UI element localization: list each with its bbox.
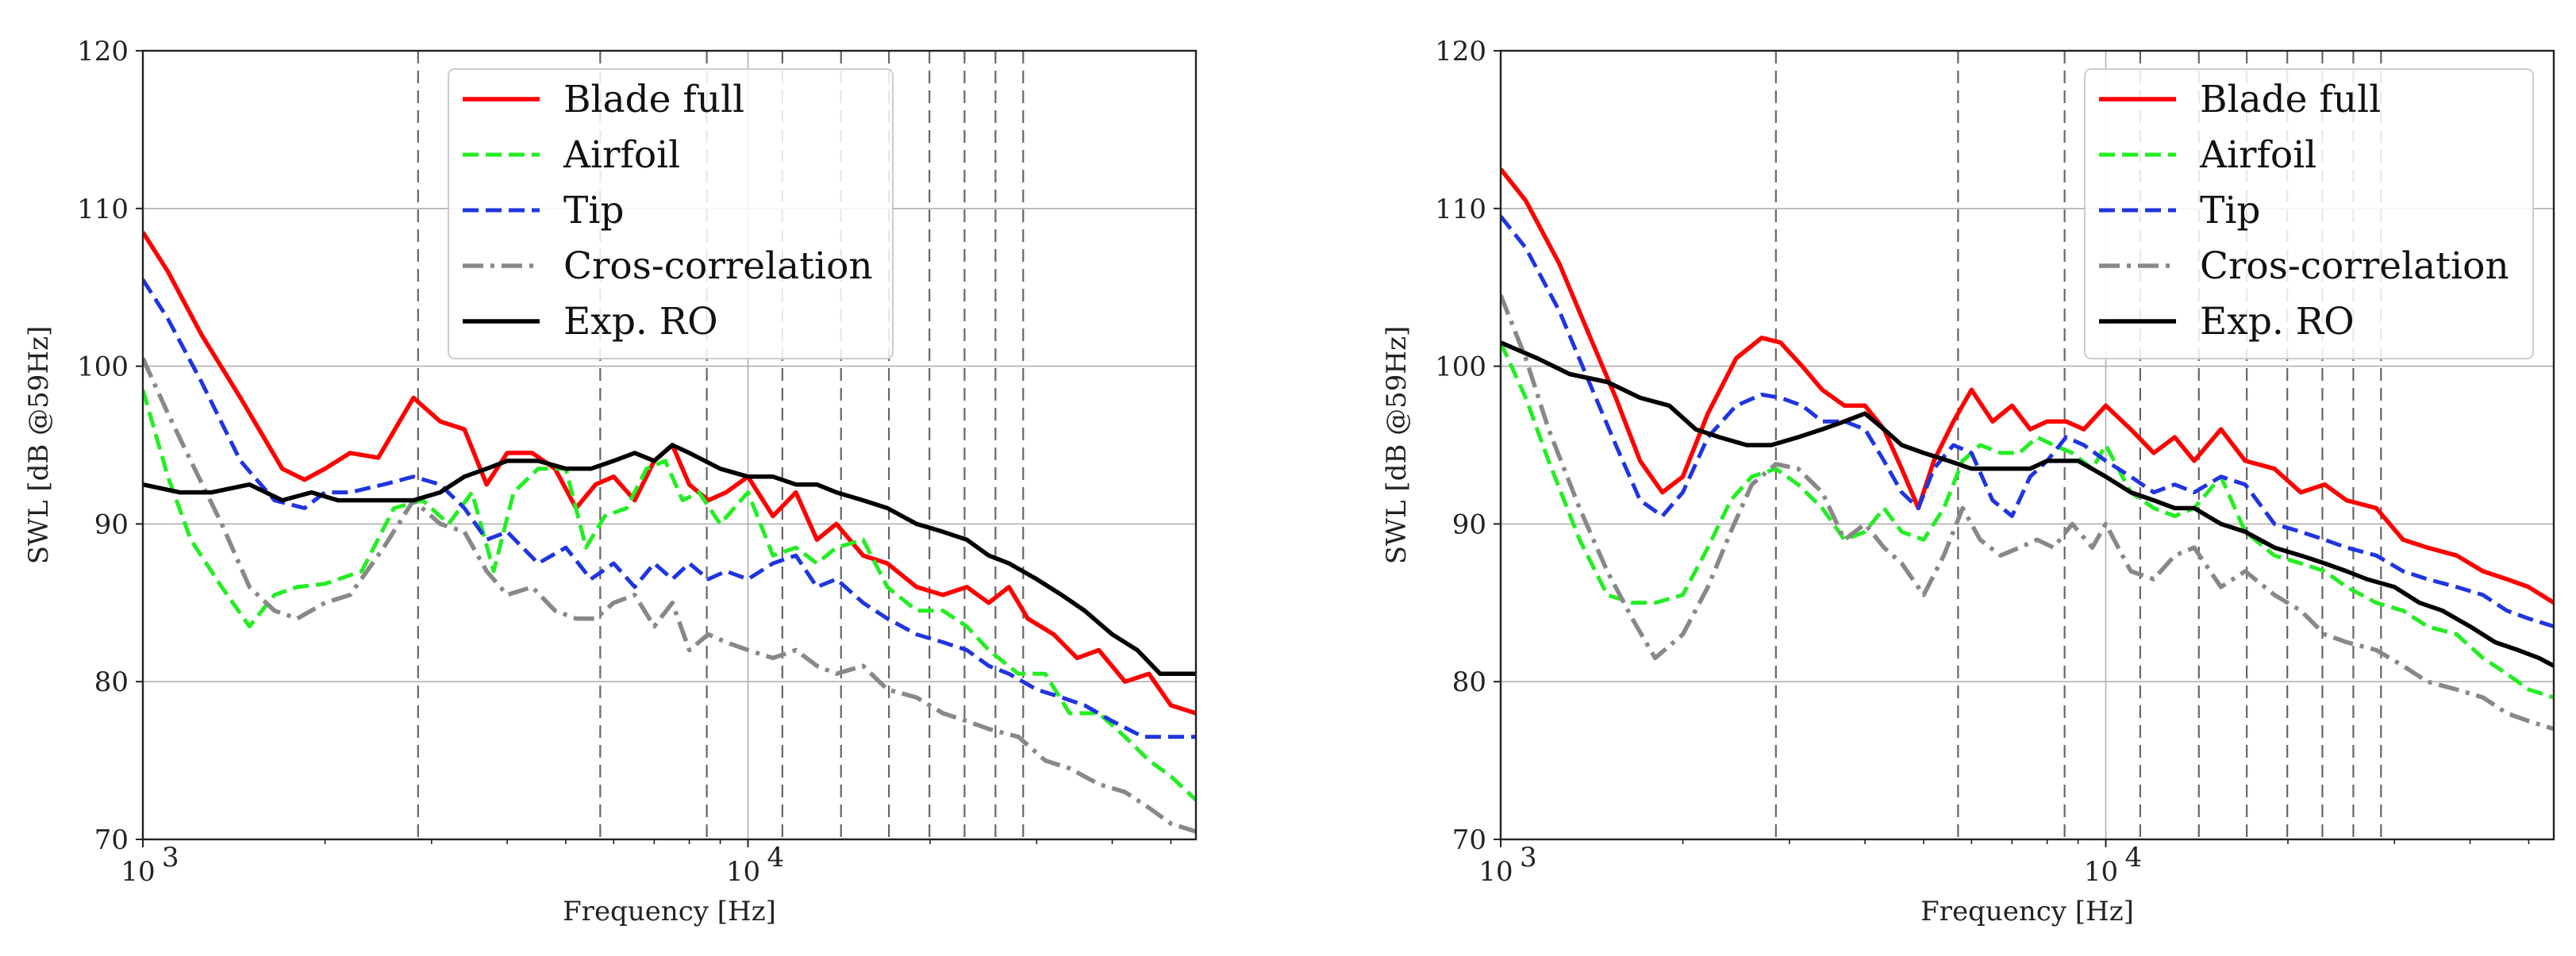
x-tick-label: 10 [726, 856, 760, 888]
x-tick-exponent: 4 [767, 842, 784, 873]
legend-label: Airfoil [563, 133, 680, 177]
series-line-blade-full [1501, 167, 2554, 605]
y-tick-label: 110 [1435, 194, 1486, 225]
legend-label: Exp. RO [563, 300, 718, 344]
series-line-cros-correlation [143, 357, 1196, 834]
y-tick-label: 110 [77, 194, 129, 225]
legend: Blade full Airfoil Tip Cros-correlation Exp.… [448, 68, 894, 359]
x-tick-exponent: 4 [2124, 842, 2142, 873]
y-tick-label: 100 [77, 351, 129, 383]
plot-frame [141, 49, 1198, 841]
y-tick-label: 90 [1452, 509, 1486, 540]
y-tick-label: 70 [94, 824, 129, 856]
series-line-cros-correlation [1501, 294, 2554, 731]
series-line-tip [1501, 215, 2554, 628]
y-tick-label: 120 [77, 36, 129, 67]
legend-label: Exp. RO [2200, 300, 2355, 344]
series-line-blade-full [143, 231, 1196, 716]
series-group [143, 231, 1196, 834]
legend-label: Cros-correlation [2200, 244, 2509, 288]
legend-label: Airfoil [2199, 133, 2316, 177]
legend-label: Tip [2200, 189, 2260, 232]
y-axis-label: SWL [dB @59Hz] [1381, 326, 1413, 565]
legend-label: Blade full [2200, 78, 2381, 121]
plot-frame [1499, 49, 2555, 841]
series-line-tip [143, 278, 1196, 739]
y-tick-label: 120 [1435, 36, 1486, 67]
legend-label: Tip [563, 189, 624, 232]
x-tick-exponent: 3 [1520, 842, 1537, 873]
y-axis-label: SWL [dB @59Hz] [23, 326, 55, 565]
legend-label: Cros-correlation [563, 244, 873, 288]
y-tick-label: 70 [1452, 824, 1486, 856]
series-group [1501, 167, 2554, 731]
x-axis-label: Frequency [Hz] [1920, 896, 2134, 927]
x-tick-label: 10 [2084, 856, 2118, 888]
series-line-exp-ro [143, 443, 1196, 677]
legend-box [448, 68, 894, 359]
x-axis-label: Frequency [Hz] [563, 896, 776, 927]
y-tick-label: 100 [1435, 351, 1486, 383]
series-line-airfoil [1501, 341, 2554, 700]
legend-label: Blade full [563, 78, 744, 121]
legend: Blade full Airfoil Tip Cros-correlation Exp.… [2084, 68, 2534, 359]
x-tick-label: 10 [121, 856, 155, 888]
series-line-exp-ro [1501, 340, 2554, 668]
legend-box [2084, 68, 2534, 359]
y-tick-label: 90 [94, 509, 129, 540]
x-tick-label: 10 [1478, 856, 1513, 888]
series-line-airfoil [143, 389, 1196, 802]
y-tick-label: 80 [94, 666, 129, 698]
y-tick-label: 80 [1452, 666, 1486, 698]
x-tick-exponent: 3 [162, 842, 179, 873]
